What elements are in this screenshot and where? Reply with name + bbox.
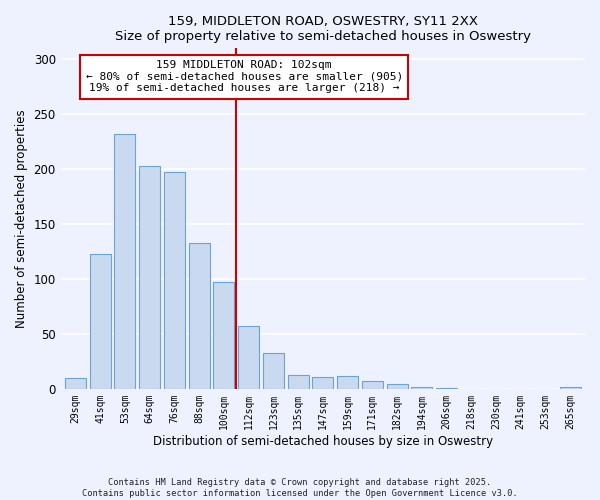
Title: 159, MIDDLETON ROAD, OSWESTRY, SY11 2XX
Size of property relative to semi-detach: 159, MIDDLETON ROAD, OSWESTRY, SY11 2XX … (115, 15, 531, 43)
Bar (362, 381, 383, 389)
Bar (313, 377, 334, 389)
Bar (188, 242, 209, 389)
Bar (411, 386, 432, 389)
Bar (90, 254, 111, 389)
Bar (238, 326, 259, 389)
Bar (214, 282, 235, 389)
Y-axis label: Number of semi-detached properties: Number of semi-detached properties (15, 110, 28, 328)
X-axis label: Distribution of semi-detached houses by size in Oswestry: Distribution of semi-detached houses by … (153, 434, 493, 448)
Bar (65, 378, 86, 389)
Bar (139, 166, 160, 389)
Bar (115, 134, 136, 389)
Bar (560, 386, 581, 389)
Bar (287, 374, 308, 389)
Bar (337, 376, 358, 389)
Text: Contains HM Land Registry data © Crown copyright and database right 2025.
Contai: Contains HM Land Registry data © Crown c… (82, 478, 518, 498)
Bar (164, 172, 185, 389)
Text: 159 MIDDLETON ROAD: 102sqm
← 80% of semi-detached houses are smaller (905)
19% o: 159 MIDDLETON ROAD: 102sqm ← 80% of semi… (86, 60, 403, 94)
Bar (436, 388, 457, 389)
Bar (263, 352, 284, 389)
Bar (386, 384, 407, 389)
